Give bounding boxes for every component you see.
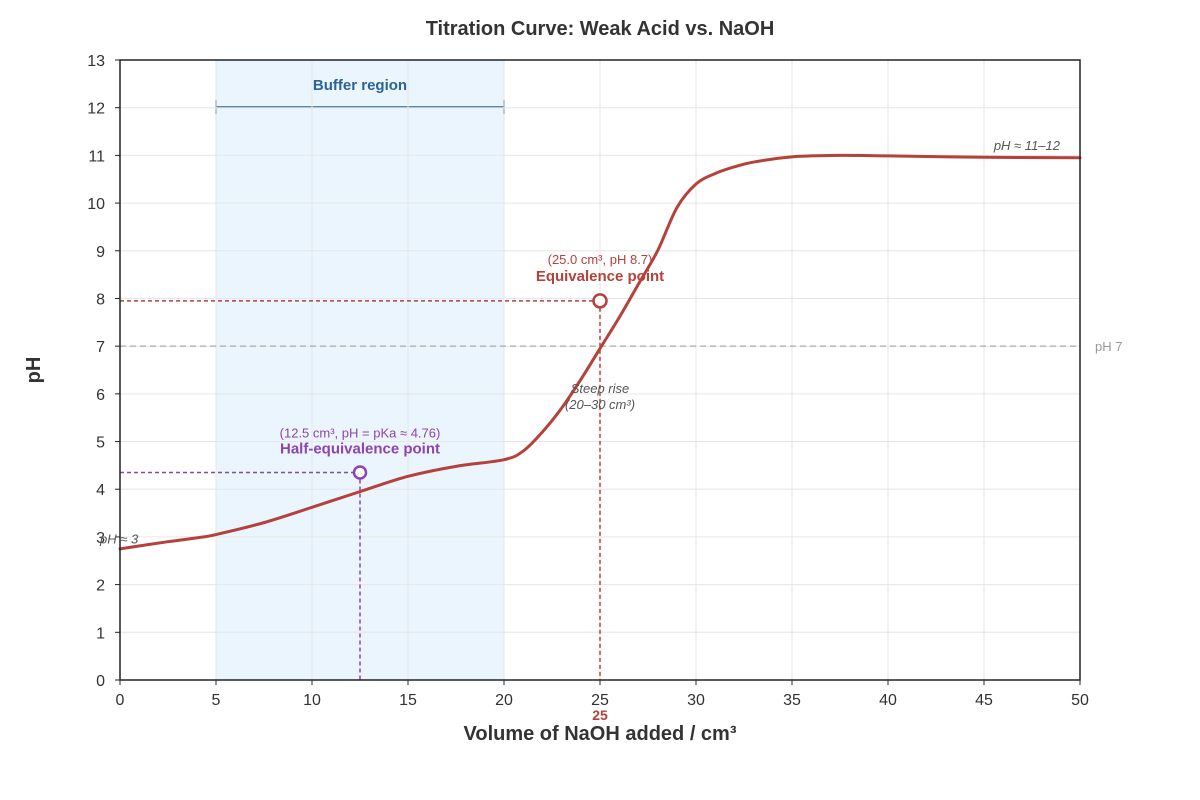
y-tick-label: 10 — [87, 196, 105, 213]
x-tick-label: 35 — [783, 692, 801, 709]
equivalence-point-detail: (25.0 cm³, pH 8.7) — [548, 252, 653, 267]
x-tick-label: 45 — [975, 692, 993, 709]
titration-curve-line — [118, 153, 1082, 551]
x-tick-label: 10 — [303, 692, 321, 709]
y-tick-label: 11 — [88, 148, 105, 165]
end-ph-annotation: pH ≈ 11–12 — [993, 138, 1061, 153]
guide-lines-layer — [120, 300, 601, 680]
x-axis-title: Volume of NaOH added / cm³ — [464, 723, 737, 745]
y-axis-title: pH — [23, 357, 45, 384]
x-tick-label: 25 — [591, 692, 609, 709]
y-tick-label: 13 — [87, 53, 105, 70]
y-tick-label: 9 — [96, 244, 105, 261]
half-equivalence-point-marker — [352, 465, 368, 480]
chart-title: Titration Curve: Weak Acid vs. NaOH — [426, 18, 775, 40]
y-tick-label: 2 — [96, 578, 105, 595]
y-tick-label: 4 — [96, 482, 105, 499]
x-tick-label: 0 — [116, 692, 125, 709]
y-tick-label: 3 — [96, 530, 105, 547]
equivalence-point-title: Equivalence point — [536, 268, 664, 285]
y-tick-label: 6 — [96, 387, 105, 404]
x-tick-label: 30 — [687, 692, 705, 709]
buffer-region-layer — [215, 60, 505, 680]
y-tick-label: 0 — [96, 673, 105, 690]
equivalence-x-highlight-label: 25 — [592, 707, 608, 723]
x-tick-label: 5 — [212, 692, 221, 709]
series-layer — [118, 153, 1082, 551]
x-tick-label: 20 — [495, 692, 513, 709]
half-equivalence-point-title: Half-equivalence point — [280, 441, 440, 458]
buffer-region-band — [216, 60, 504, 680]
x-tick-label: 15 — [399, 692, 417, 709]
x-tick-label: 40 — [879, 692, 897, 709]
half-equivalence-point-detail: (12.5 cm³, pH = pKa ≈ 4.76) — [280, 426, 441, 441]
steep-rise-range-annotation: (20–30 cm³) — [565, 397, 635, 412]
markers-layer — [352, 293, 608, 480]
y-tick-label: 12 — [87, 101, 105, 118]
y-tick-label: 5 — [96, 435, 105, 452]
steep-rise-annotation: Steep rise — [571, 381, 630, 396]
start-ph-annotation: pH ≈ 3 — [99, 531, 139, 546]
equivalence-point-marker — [592, 293, 608, 309]
reference-line-label: pH 7 — [1095, 339, 1122, 354]
buffer-region-label: Buffer region — [313, 77, 407, 94]
y-tick-label: 8 — [96, 291, 105, 308]
y-tick-label: 1 — [96, 625, 105, 642]
x-tick-label: 50 — [1071, 692, 1089, 709]
y-tick-label: 7 — [96, 339, 105, 356]
